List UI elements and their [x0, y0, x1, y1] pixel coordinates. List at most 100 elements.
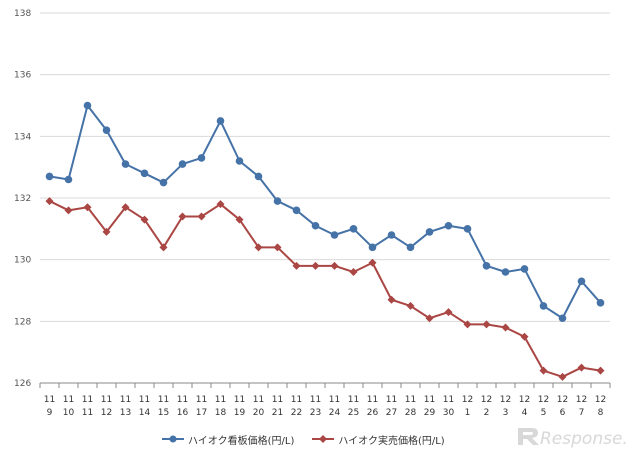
series-1-point — [159, 178, 168, 187]
x-tick-label-month: 12 — [538, 395, 549, 405]
x-tick-label-day: 9 — [47, 408, 53, 418]
x-tick-label-day: 30 — [443, 408, 455, 418]
x-tick-label-day: 26 — [367, 408, 379, 418]
x-tick-label-day: 14 — [139, 408, 151, 418]
series-2-point — [387, 295, 396, 304]
series-2-point — [520, 332, 529, 341]
series-1-point — [178, 160, 187, 168]
x-tick-label-day: 15 — [158, 408, 169, 418]
series-1-point — [539, 302, 548, 310]
series-1-point — [425, 228, 434, 236]
series-2-point — [596, 366, 605, 375]
series-2-point — [425, 314, 434, 323]
x-tick-label-day: 12 — [101, 408, 112, 418]
x-tick-label-month: 11 — [367, 395, 378, 405]
x-tick-label-month: 11 — [405, 395, 416, 405]
x-tick-label-day: 18 — [215, 408, 227, 418]
series-1-point — [197, 154, 206, 162]
series-line-2 — [49, 200, 601, 378]
x-tick-label-month: 11 — [44, 395, 55, 405]
legend-circle-marker-icon — [162, 435, 184, 443]
x-tick-label-day: 10 — [63, 408, 75, 418]
x-tick-label-month: 11 — [158, 395, 169, 405]
x-tick-label-month: 11 — [386, 395, 397, 405]
x-tick-label-day: 16 — [177, 408, 189, 418]
series-2-point — [368, 258, 377, 267]
y-tick-label: 138 — [14, 9, 31, 19]
series-1-point — [64, 175, 73, 184]
series-1-point — [406, 243, 415, 252]
series-2-point — [482, 320, 491, 329]
x-tick-label-day: 17 — [196, 408, 207, 418]
series-2-point — [140, 215, 149, 224]
legend-item-actual-price: ハイオク実売価格(円/L) — [312, 432, 445, 447]
response-logo-icon: Response. — [518, 428, 628, 449]
series-2-point — [159, 243, 168, 252]
x-tick-label-month: 11 — [329, 395, 340, 405]
series-2-point — [254, 243, 263, 252]
series-2-point — [273, 243, 282, 252]
x-tick-label-day: 19 — [234, 408, 246, 418]
series-1-point — [83, 101, 92, 110]
series-2-point — [197, 212, 206, 221]
x-tick-label-month: 11 — [310, 395, 321, 405]
series-1-point — [311, 221, 320, 230]
x-tick-label-month: 11 — [253, 395, 264, 405]
x-axis-tick-labels: 1191110111111121113111411151116111711181… — [44, 395, 606, 418]
series-2-point — [102, 227, 111, 236]
x-tick-label-month: 11 — [291, 395, 302, 405]
series-1-point — [235, 157, 244, 165]
legend-label-signboard-price: ハイオク看板価格(円/L) — [188, 435, 295, 447]
x-tick-label-month: 11 — [215, 395, 226, 405]
series-2-point — [83, 203, 92, 212]
series-1-point — [520, 265, 529, 273]
x-tick-label-month: 11 — [63, 395, 74, 405]
legend: ハイオク看板価格(円/L) ハイオク実売価格(円/L) — [162, 431, 463, 447]
series-2-point — [577, 363, 586, 372]
series-1-point — [596, 299, 605, 307]
x-tick-label-day: 8 — [598, 408, 604, 418]
series-1-point — [558, 314, 567, 323]
series-2-point — [311, 261, 320, 270]
series-2-point — [501, 323, 510, 332]
series-1-point — [292, 206, 301, 215]
axes — [39, 382, 611, 388]
x-tick-label-day: 27 — [386, 408, 397, 418]
series-2-point — [558, 372, 567, 381]
x-tick-label-month: 11 — [424, 395, 435, 405]
series-1-point — [349, 225, 358, 233]
x-tick-label-day: 29 — [424, 408, 436, 418]
x-tick-label-month: 11 — [196, 395, 207, 405]
legend-diamond-marker-icon — [312, 435, 335, 443]
x-tick-label-month: 12 — [462, 395, 473, 405]
series-2-point — [444, 308, 453, 317]
series-1-point — [482, 262, 491, 270]
series-1-point — [140, 169, 149, 178]
series-2-point — [235, 215, 244, 224]
x-tick-label-month: 11 — [443, 395, 454, 405]
series-2-point — [178, 212, 187, 221]
x-tick-label-day: 1 — [465, 408, 471, 418]
series-2-point — [349, 268, 358, 276]
series-1-point — [501, 268, 510, 276]
x-tick-label-month: 11 — [120, 395, 131, 405]
series-1-point — [102, 126, 111, 134]
series-1-point — [273, 197, 282, 205]
series-2-point — [121, 203, 130, 212]
x-tick-label-month: 12 — [595, 395, 606, 405]
y-tick-label: 136 — [14, 71, 31, 81]
series-2-point — [45, 197, 54, 206]
x-tick-label-month: 11 — [82, 395, 93, 405]
series-2-point — [292, 261, 301, 270]
x-tick-label-month: 11 — [272, 395, 283, 405]
x-tick-label-day: 3 — [503, 408, 509, 418]
x-tick-label-day: 22 — [291, 408, 302, 418]
x-tick-label-day: 13 — [120, 408, 131, 418]
series-1-point — [463, 225, 472, 233]
x-tick-label-day: 24 — [329, 408, 341, 418]
series-2-point — [406, 301, 415, 310]
series-group — [45, 101, 605, 381]
x-tick-label-day: 2 — [484, 408, 490, 418]
series-1-point — [387, 231, 396, 239]
series-1-point — [216, 117, 225, 125]
